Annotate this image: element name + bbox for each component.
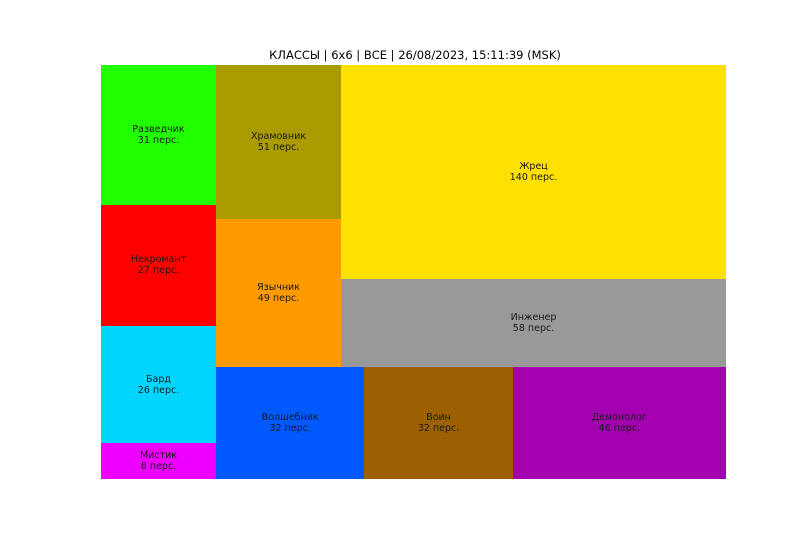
treemap-cell: Воин 32 перс. <box>364 367 513 479</box>
cell-label: Разведчик <box>132 123 185 135</box>
treemap-cell: Демонолог 46 перс. <box>512 367 726 479</box>
treemap-plot: Разведчик 31 перс. Некромант 27 перс. Бард 26… <box>101 65 726 479</box>
cell-value: 26 перс. <box>137 384 180 396</box>
treemap-cell: Инженер 58 перс. <box>341 278 726 367</box>
cell-value: 51 перс. <box>257 142 300 153</box>
treemap-cell: Бард 26 перс. <box>101 326 216 443</box>
cell-value: 49 перс. <box>257 293 300 304</box>
cell-label: Демонолог <box>591 412 647 423</box>
cell-label: Мистик <box>139 450 178 461</box>
cell-label: Бард <box>146 373 171 385</box>
cell-label: Инженер <box>510 311 557 323</box>
cell-label: Жрец <box>519 160 548 172</box>
treemap-cell: Жрец 140 перс. <box>341 65 726 279</box>
cell-label: Храмовник <box>250 131 307 142</box>
treemap-cell: Храмовник 51 перс. <box>216 65 341 220</box>
cell-label: Воин <box>426 412 451 423</box>
cell-label: Некромант <box>130 254 187 266</box>
cell-value: 140 перс. <box>509 171 558 183</box>
cell-value: 32 перс. <box>417 423 460 434</box>
cell-value: 27 перс. <box>137 265 180 277</box>
treemap-cell: Некромант 27 перс. <box>101 204 216 326</box>
treemap-cell: Волшебник 32 перс. <box>216 367 365 479</box>
cell-label: Язычник <box>257 282 300 293</box>
chart-title: КЛАССЫ | 6x6 | ВСЕ | 26/08/2023, 15:11:3… <box>269 48 561 62</box>
treemap-cell: Язычник 49 перс. <box>216 219 341 367</box>
cell-value: 58 перс. <box>512 322 555 334</box>
treemap-cell: Разведчик 31 перс. <box>101 65 216 205</box>
cell-value: 8 перс. <box>140 461 177 472</box>
cell-value: 32 перс. <box>269 423 311 434</box>
cell-label: Волшебник <box>261 412 319 423</box>
cell-value: 31 перс. <box>137 134 180 146</box>
treemap-cell: Мистик 8 перс. <box>101 443 216 479</box>
cell-value: 46 перс. <box>598 423 641 434</box>
